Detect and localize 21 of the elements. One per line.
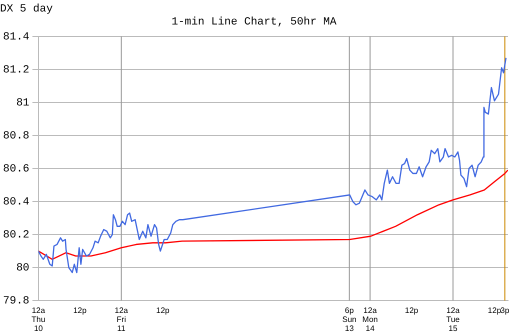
x-tick-label: 12a Thu 10 bbox=[32, 306, 46, 333]
x-tick-label: 6p Sun 13 bbox=[342, 306, 356, 333]
x-tick-label: 3p bbox=[500, 306, 510, 316]
y-tick-label: 80.8 bbox=[3, 130, 30, 142]
y-tick-label: 81.2 bbox=[3, 64, 30, 76]
x-tick-label: 12a Tue 15 bbox=[446, 306, 460, 333]
x-tick-label: 12p bbox=[404, 306, 419, 316]
x-tick-label: 12p bbox=[73, 306, 88, 316]
y-tick-label: 80.6 bbox=[3, 163, 30, 176]
x-tick-label: 12a Mon 14 bbox=[362, 306, 378, 333]
y-tick-label: 80.2 bbox=[3, 229, 30, 242]
chart-title: DX 5 day bbox=[0, 4, 54, 16]
y-tick-label: 81.4 bbox=[3, 31, 30, 44]
y-tick-label: 80.4 bbox=[3, 196, 30, 208]
x-tick-label: 12p bbox=[156, 306, 170, 316]
chart-subtitle: 1-min Line Chart, 50hr MA bbox=[171, 16, 337, 29]
y-tick-label: 80 bbox=[16, 262, 30, 274]
x-tick-label: 12p bbox=[488, 306, 502, 316]
y-tick-label: 79.8 bbox=[3, 296, 30, 308]
x-tick-label: 12a Fri 11 bbox=[114, 306, 129, 333]
y-tick-label: 81 bbox=[16, 97, 30, 110]
